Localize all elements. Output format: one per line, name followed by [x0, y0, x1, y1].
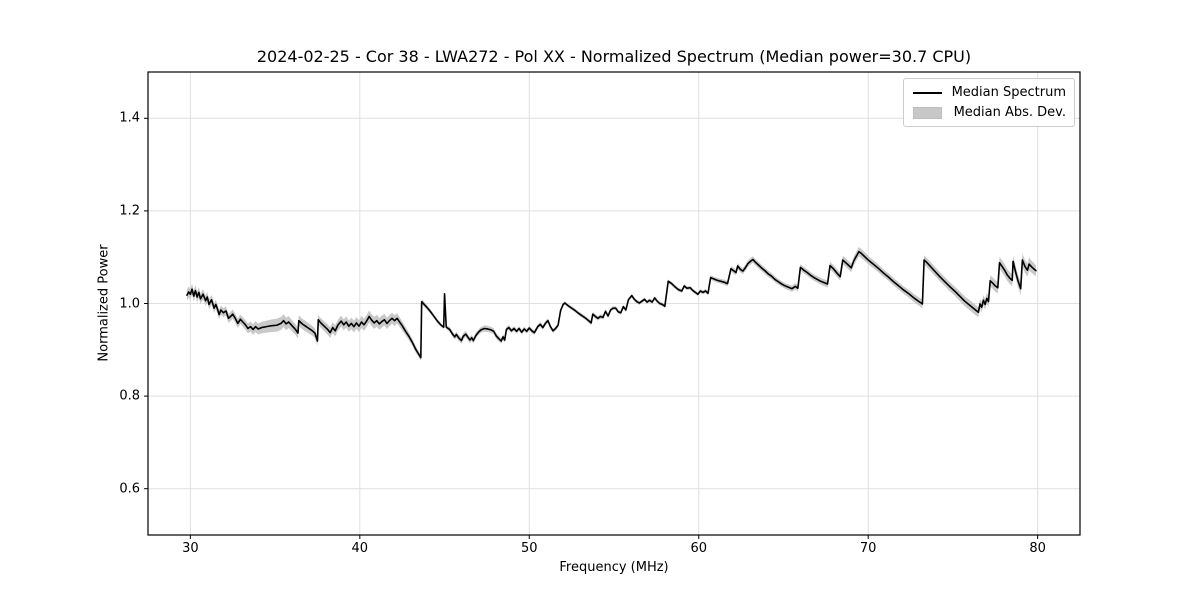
- y-tick-label-1-2: 1.2: [119, 203, 140, 219]
- chart-title: 2024-02-25 - Cor 38 - LWA272 - Pol XX - …: [256, 47, 972, 66]
- x-tick-label-30: 30: [182, 541, 199, 556]
- y-tick-label-0-6: 0.6: [119, 481, 140, 497]
- y-tick-label-1-4: 1.4: [119, 110, 140, 126]
- median-spectrum-line: [186, 250, 1037, 359]
- y-tick-label-0-8: 0.8: [119, 388, 140, 404]
- y-tick-label-1-0: 1.0: [119, 296, 140, 311]
- median-spectrum-line-swatch: [913, 91, 942, 94]
- x-tick-label-50: 50: [520, 541, 538, 556]
- x-tick-label-70: 70: [859, 541, 877, 556]
- legend-entry-median-spectrum: Median Spectrum: [913, 85, 1066, 100]
- x-tick-label-60: 60: [690, 541, 707, 556]
- x-axis-label: Frequency (MHz): [559, 560, 669, 575]
- legend-entry-median-abs-dev: Median Abs. Dev.: [913, 105, 1066, 120]
- legend: Median Spectrum Median Abs. Dev.: [903, 78, 1075, 127]
- legend-label: Median Spectrum: [951, 85, 1066, 100]
- legend-label: Median Abs. Dev.: [953, 105, 1066, 120]
- y-axis-label: Normalized Power: [96, 244, 112, 362]
- x-tick-label-80: 80: [1029, 541, 1046, 556]
- median-abs-dev-band-swatch: [913, 106, 942, 119]
- x-tick-label-40: 40: [351, 541, 369, 556]
